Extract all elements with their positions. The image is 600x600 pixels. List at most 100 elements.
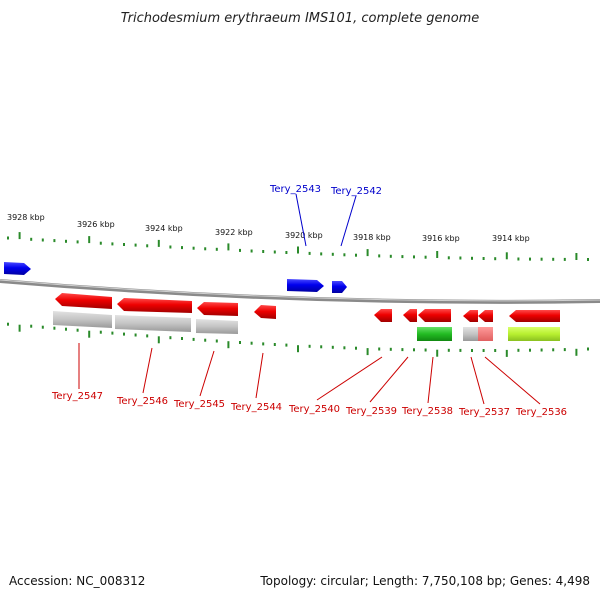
gene-arrow-forward[interactable] xyxy=(4,262,31,275)
gene-arrow-tery-2542[interactable] xyxy=(332,281,347,293)
leader-line-tery-2546 xyxy=(142,347,153,394)
gene-arrow-tery-2547[interactable] xyxy=(55,293,112,309)
gene-label-tery-2543[interactable]: Tery_2543 xyxy=(269,184,321,195)
minor-tick xyxy=(424,348,427,352)
minor-tick xyxy=(320,252,323,256)
minor-tick xyxy=(552,257,555,261)
major-tick xyxy=(227,341,230,349)
minor-tick xyxy=(262,250,265,253)
minor-tick xyxy=(146,334,149,338)
leader-line-tery-2536 xyxy=(484,356,541,405)
minor-tick xyxy=(7,322,9,326)
major-tick xyxy=(436,251,439,258)
gene-label-tery-2536[interactable]: Tery_2536 xyxy=(515,407,567,418)
major-tick xyxy=(436,349,439,357)
minor-tick xyxy=(134,243,137,247)
minor-tick xyxy=(41,325,44,329)
minor-tick xyxy=(146,244,149,248)
gene-arrow-tery-2544[interactable] xyxy=(254,305,276,319)
minor-tick xyxy=(331,252,334,256)
gene-arrow-tery-2546[interactable] xyxy=(117,298,192,313)
minor-tick xyxy=(99,330,102,334)
minor-tick xyxy=(192,246,195,250)
major-tick xyxy=(366,348,369,356)
minor-tick xyxy=(30,324,33,328)
gene-label-tery-2540[interactable]: Tery_2540 xyxy=(288,404,340,415)
minor-tick xyxy=(447,256,450,260)
major-tick xyxy=(227,243,230,251)
major-tick xyxy=(297,246,299,254)
minor-tick xyxy=(587,258,589,261)
gene-label-tery-2539[interactable]: Tery_2539 xyxy=(345,406,397,417)
gene-label-tery-2538[interactable]: Tery_2538 xyxy=(401,406,453,417)
minor-tick xyxy=(285,343,288,347)
gene-label-tery-2546[interactable]: Tery_2546 xyxy=(116,396,168,407)
minor-tick xyxy=(529,348,531,352)
kbp-label: 3926 kbp xyxy=(77,220,115,229)
leader-line-tery-2542 xyxy=(340,195,357,247)
gene-arrow-tery-2537a[interactable] xyxy=(463,310,478,322)
minor-tick xyxy=(401,255,404,259)
gene-arrow-tery-2538[interactable] xyxy=(418,309,451,322)
kbp-scale: 3928 kbp 3926 kbp 3924 kbp 3922 kbp 3920… xyxy=(7,213,530,243)
reverse-strand-genes xyxy=(55,293,560,322)
minor-tick xyxy=(587,347,589,351)
feature-box-gray xyxy=(196,319,238,334)
genome-summary-text: Topology: circular; Length: 7,750,108 bp… xyxy=(260,574,590,588)
gene-arrow-tery-2539[interactable] xyxy=(403,309,417,322)
minor-tick xyxy=(413,255,415,259)
minor-tick xyxy=(169,336,172,340)
major-tick xyxy=(18,232,21,240)
minor-tick xyxy=(262,342,265,346)
gene-label-tery-2544[interactable]: Tery_2544 xyxy=(230,402,282,413)
minor-tick xyxy=(517,257,520,261)
minor-tick xyxy=(552,348,555,352)
feature-box-green xyxy=(417,327,452,341)
gene-arrow-tery-2536[interactable] xyxy=(509,310,560,322)
kbp-label: 3922 kbp xyxy=(215,228,253,237)
genome-title: Trichodesmium erythraeum IMS101, complet… xyxy=(121,11,480,26)
gene-label-tery-2545[interactable]: Tery_2545 xyxy=(173,399,225,410)
kbp-label: 3918 kbp xyxy=(353,233,391,242)
minor-tick xyxy=(250,341,253,345)
minor-tick xyxy=(563,348,566,352)
minor-tick xyxy=(285,251,288,254)
minor-tick xyxy=(215,247,218,251)
genome-backbone-highlight xyxy=(0,279,600,302)
minor-tick xyxy=(378,347,381,351)
gene-label-tery-2537[interactable]: Tery_2537 xyxy=(458,407,510,418)
minor-tick xyxy=(331,345,334,349)
minor-tick xyxy=(181,337,183,340)
major-tick xyxy=(297,345,299,353)
minor-tick xyxy=(239,248,241,252)
minor-tick xyxy=(65,327,67,331)
gene-labels: Tery_2543 Tery_2542 Tery_2547 Tery_2546 … xyxy=(51,184,567,418)
gene-arrow-tery-2543[interactable] xyxy=(287,279,324,292)
minor-tick xyxy=(447,348,450,352)
minor-tick xyxy=(471,349,473,352)
feature-box-lime xyxy=(508,327,560,341)
accession-text: Accession: NC_008312 xyxy=(9,574,146,588)
leader-line-tery-2543 xyxy=(295,193,307,247)
lower-tick-track xyxy=(7,322,589,357)
minor-tick xyxy=(413,348,415,352)
minor-tick xyxy=(389,254,392,258)
gene-label-tery-2547[interactable]: Tery_2547 xyxy=(51,391,103,402)
minor-tick xyxy=(482,349,485,352)
gene-arrow-tery-2537b[interactable] xyxy=(478,310,493,322)
kbp-label: 3924 kbp xyxy=(145,224,183,233)
gene-arrow-tery-2540[interactable] xyxy=(374,309,392,322)
minor-tick xyxy=(482,257,485,260)
minor-tick xyxy=(389,347,392,351)
minor-tick xyxy=(204,247,207,251)
minor-tick xyxy=(343,253,346,257)
feature-box-pink xyxy=(478,327,493,341)
minor-tick xyxy=(529,257,531,261)
minor-tick xyxy=(459,256,462,260)
major-tick xyxy=(575,253,578,260)
minor-tick xyxy=(540,257,543,261)
gene-label-tery-2542[interactable]: Tery_2542 xyxy=(330,186,382,197)
major-tick xyxy=(88,330,91,338)
gene-arrow-tery-2545[interactable] xyxy=(197,302,238,316)
minor-tick xyxy=(204,338,207,342)
